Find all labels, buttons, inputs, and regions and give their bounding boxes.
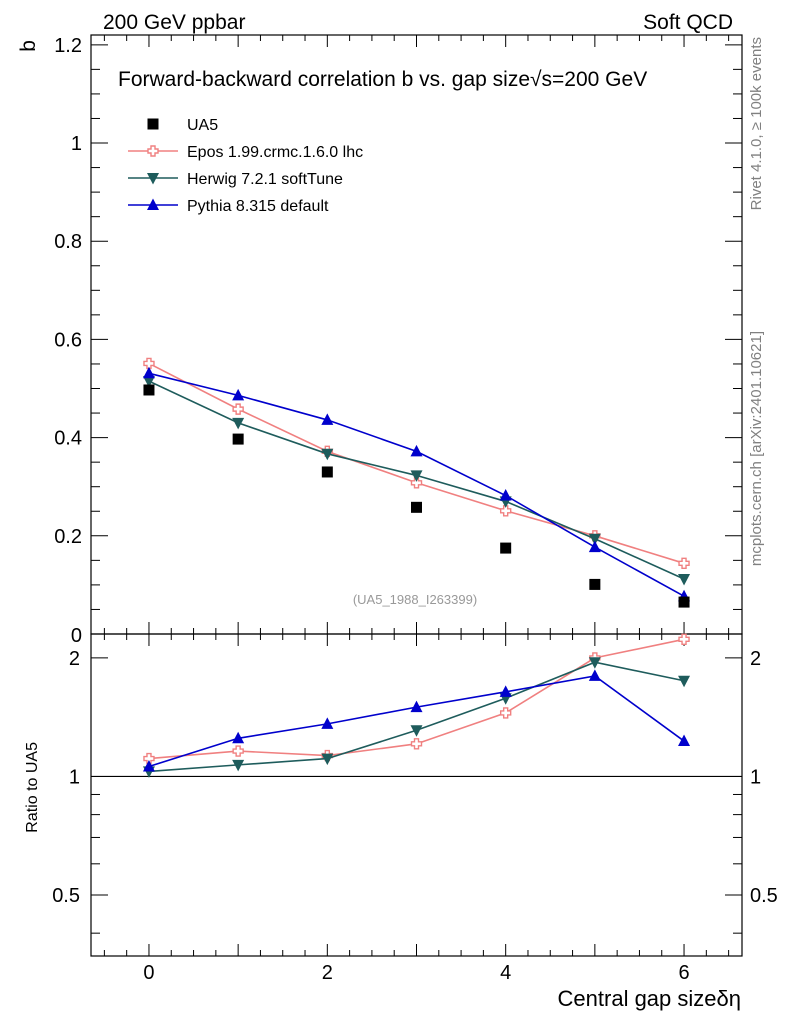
ratio-y-axis-label: Ratio to UA5 bbox=[24, 742, 41, 833]
chart-title-energy: √s=200 GeV bbox=[530, 68, 647, 91]
data-point-herwig bbox=[678, 574, 691, 586]
ratio-point-pythia bbox=[499, 685, 512, 697]
ratio-tick-label-left: 2 bbox=[69, 648, 80, 670]
data-point-epos bbox=[410, 477, 423, 489]
ratio-line-herwig bbox=[148, 661, 685, 773]
y-tick-label: 0.8 bbox=[54, 231, 82, 253]
data-point-herwig bbox=[410, 470, 423, 482]
x-tick-label: 4 bbox=[500, 962, 511, 984]
data-point-ua5 bbox=[411, 501, 422, 513]
ratio-point-epos bbox=[232, 745, 244, 757]
legend-marker-ua5 bbox=[147, 118, 159, 130]
ratio-point-herwig bbox=[410, 725, 423, 737]
header-left-label: 200 GeV ppbar bbox=[103, 11, 245, 34]
main-axis-ticks: 0.2 0.4 0.6 0.8 1 1.2 0 bbox=[54, 35, 742, 647]
rivet-version-label: Rivet 4.1.0, ≥ 100k events bbox=[748, 37, 765, 210]
data-point-pythia bbox=[588, 540, 601, 553]
header-right-label: Soft QCD bbox=[643, 11, 733, 34]
legend: UA5 Epos 1.99.crmc.1.6.0 lhc Herwig 7.2.1 … bbox=[128, 117, 363, 215]
ratio-point-pythia bbox=[321, 717, 334, 729]
ratio-tick-label-left: 1 bbox=[69, 766, 80, 788]
ratio-point-epos bbox=[143, 752, 155, 765]
legend-marker-pythia bbox=[147, 198, 159, 210]
ratio-axis-ticks: 0 2 4 6 0.5 0.5 1 1 2 2 bbox=[52, 648, 778, 984]
x-tick-label: 6 bbox=[678, 962, 689, 984]
ratio-tick-label-right: 2 bbox=[750, 648, 761, 670]
ratio-tick-label-right: 0.5 bbox=[750, 885, 778, 907]
x-axis-label-symbol: δη bbox=[717, 986, 741, 1011]
mcplots-label: mcplots.cern.ch [arXiv:2401.10621] bbox=[748, 331, 765, 566]
legend-marker-herwig bbox=[147, 173, 159, 185]
main-series-layer bbox=[142, 357, 691, 608]
y-tick-label: 1 bbox=[71, 133, 82, 155]
ratio-point-pythia bbox=[142, 759, 155, 772]
data-point-ua5 bbox=[589, 578, 601, 590]
ratio-point-herwig bbox=[588, 657, 601, 669]
ratio-point-pythia bbox=[588, 669, 601, 681]
data-point-pythia bbox=[142, 366, 155, 379]
ratio-point-pythia bbox=[232, 731, 245, 744]
data-point-pythia bbox=[410, 444, 423, 457]
ratio-point-pythia bbox=[410, 700, 423, 713]
ratio-line-pythia bbox=[148, 675, 685, 768]
ratio-series-layer bbox=[142, 633, 691, 778]
x-axis-label: Central gap sizeδη bbox=[558, 986, 741, 1011]
ratio-point-herwig bbox=[232, 759, 245, 772]
data-point-herwig bbox=[321, 448, 334, 461]
data-point-pythia bbox=[321, 413, 334, 425]
ratio-point-herwig bbox=[321, 753, 334, 766]
y-axis-label: b bbox=[17, 40, 40, 52]
ratio-plot-frame bbox=[90, 633, 743, 957]
ratio-tick-label-left: 0.5 bbox=[52, 885, 80, 907]
chart-title: Forward-backward correlation b vs. gap s… bbox=[118, 68, 647, 91]
ratio-point-epos bbox=[499, 707, 512, 719]
data-point-epos bbox=[232, 403, 244, 415]
legend-label-herwig: Herwig 7.2.1 softTune bbox=[187, 171, 343, 188]
legend-marker-epos bbox=[147, 145, 159, 157]
data-point-ua5 bbox=[143, 384, 155, 396]
data-point-herwig bbox=[588, 533, 601, 546]
ratio-tick-label-right: 1 bbox=[750, 766, 761, 788]
y-tick-label: 1.2 bbox=[54, 35, 82, 57]
x-tick-label: 2 bbox=[322, 962, 333, 984]
ratio-point-epos bbox=[678, 633, 690, 645]
legend-label-ua5: UA5 bbox=[187, 117, 218, 134]
data-point-herwig bbox=[142, 376, 155, 388]
y-tick-label: 0.6 bbox=[54, 329, 82, 351]
analysis-watermark: (UA5_1988_I263399) bbox=[353, 592, 477, 607]
ratio-point-epos bbox=[410, 738, 423, 750]
x-tick-label: 0 bbox=[143, 962, 154, 984]
data-point-pythia bbox=[499, 489, 512, 501]
legend-label-epos: Epos 1.99.crmc.1.6.0 lhc bbox=[187, 144, 363, 161]
chart-title-text: Forward-backward correlation b vs. gap s… bbox=[118, 68, 530, 91]
data-point-epos bbox=[499, 505, 512, 517]
data-point-epos bbox=[678, 557, 690, 569]
ratio-point-herwig bbox=[678, 675, 691, 688]
data-point-herwig bbox=[232, 417, 245, 430]
data-point-ua5 bbox=[232, 433, 244, 445]
data-point-ua5 bbox=[678, 596, 690, 608]
ratio-point-pythia bbox=[678, 734, 691, 747]
y-tick-label: 0.4 bbox=[54, 428, 82, 450]
data-point-ua5 bbox=[500, 542, 512, 554]
data-point-epos bbox=[143, 357, 155, 370]
data-point-ua5 bbox=[321, 466, 333, 478]
x-axis-label-text: Central gap size bbox=[558, 986, 717, 1011]
y-tick-label: 0.2 bbox=[54, 526, 82, 548]
y-tick-label-zero: 0 bbox=[71, 625, 82, 647]
data-point-pythia bbox=[232, 388, 245, 401]
legend-label-pythia: Pythia 8.315 default bbox=[187, 198, 329, 215]
